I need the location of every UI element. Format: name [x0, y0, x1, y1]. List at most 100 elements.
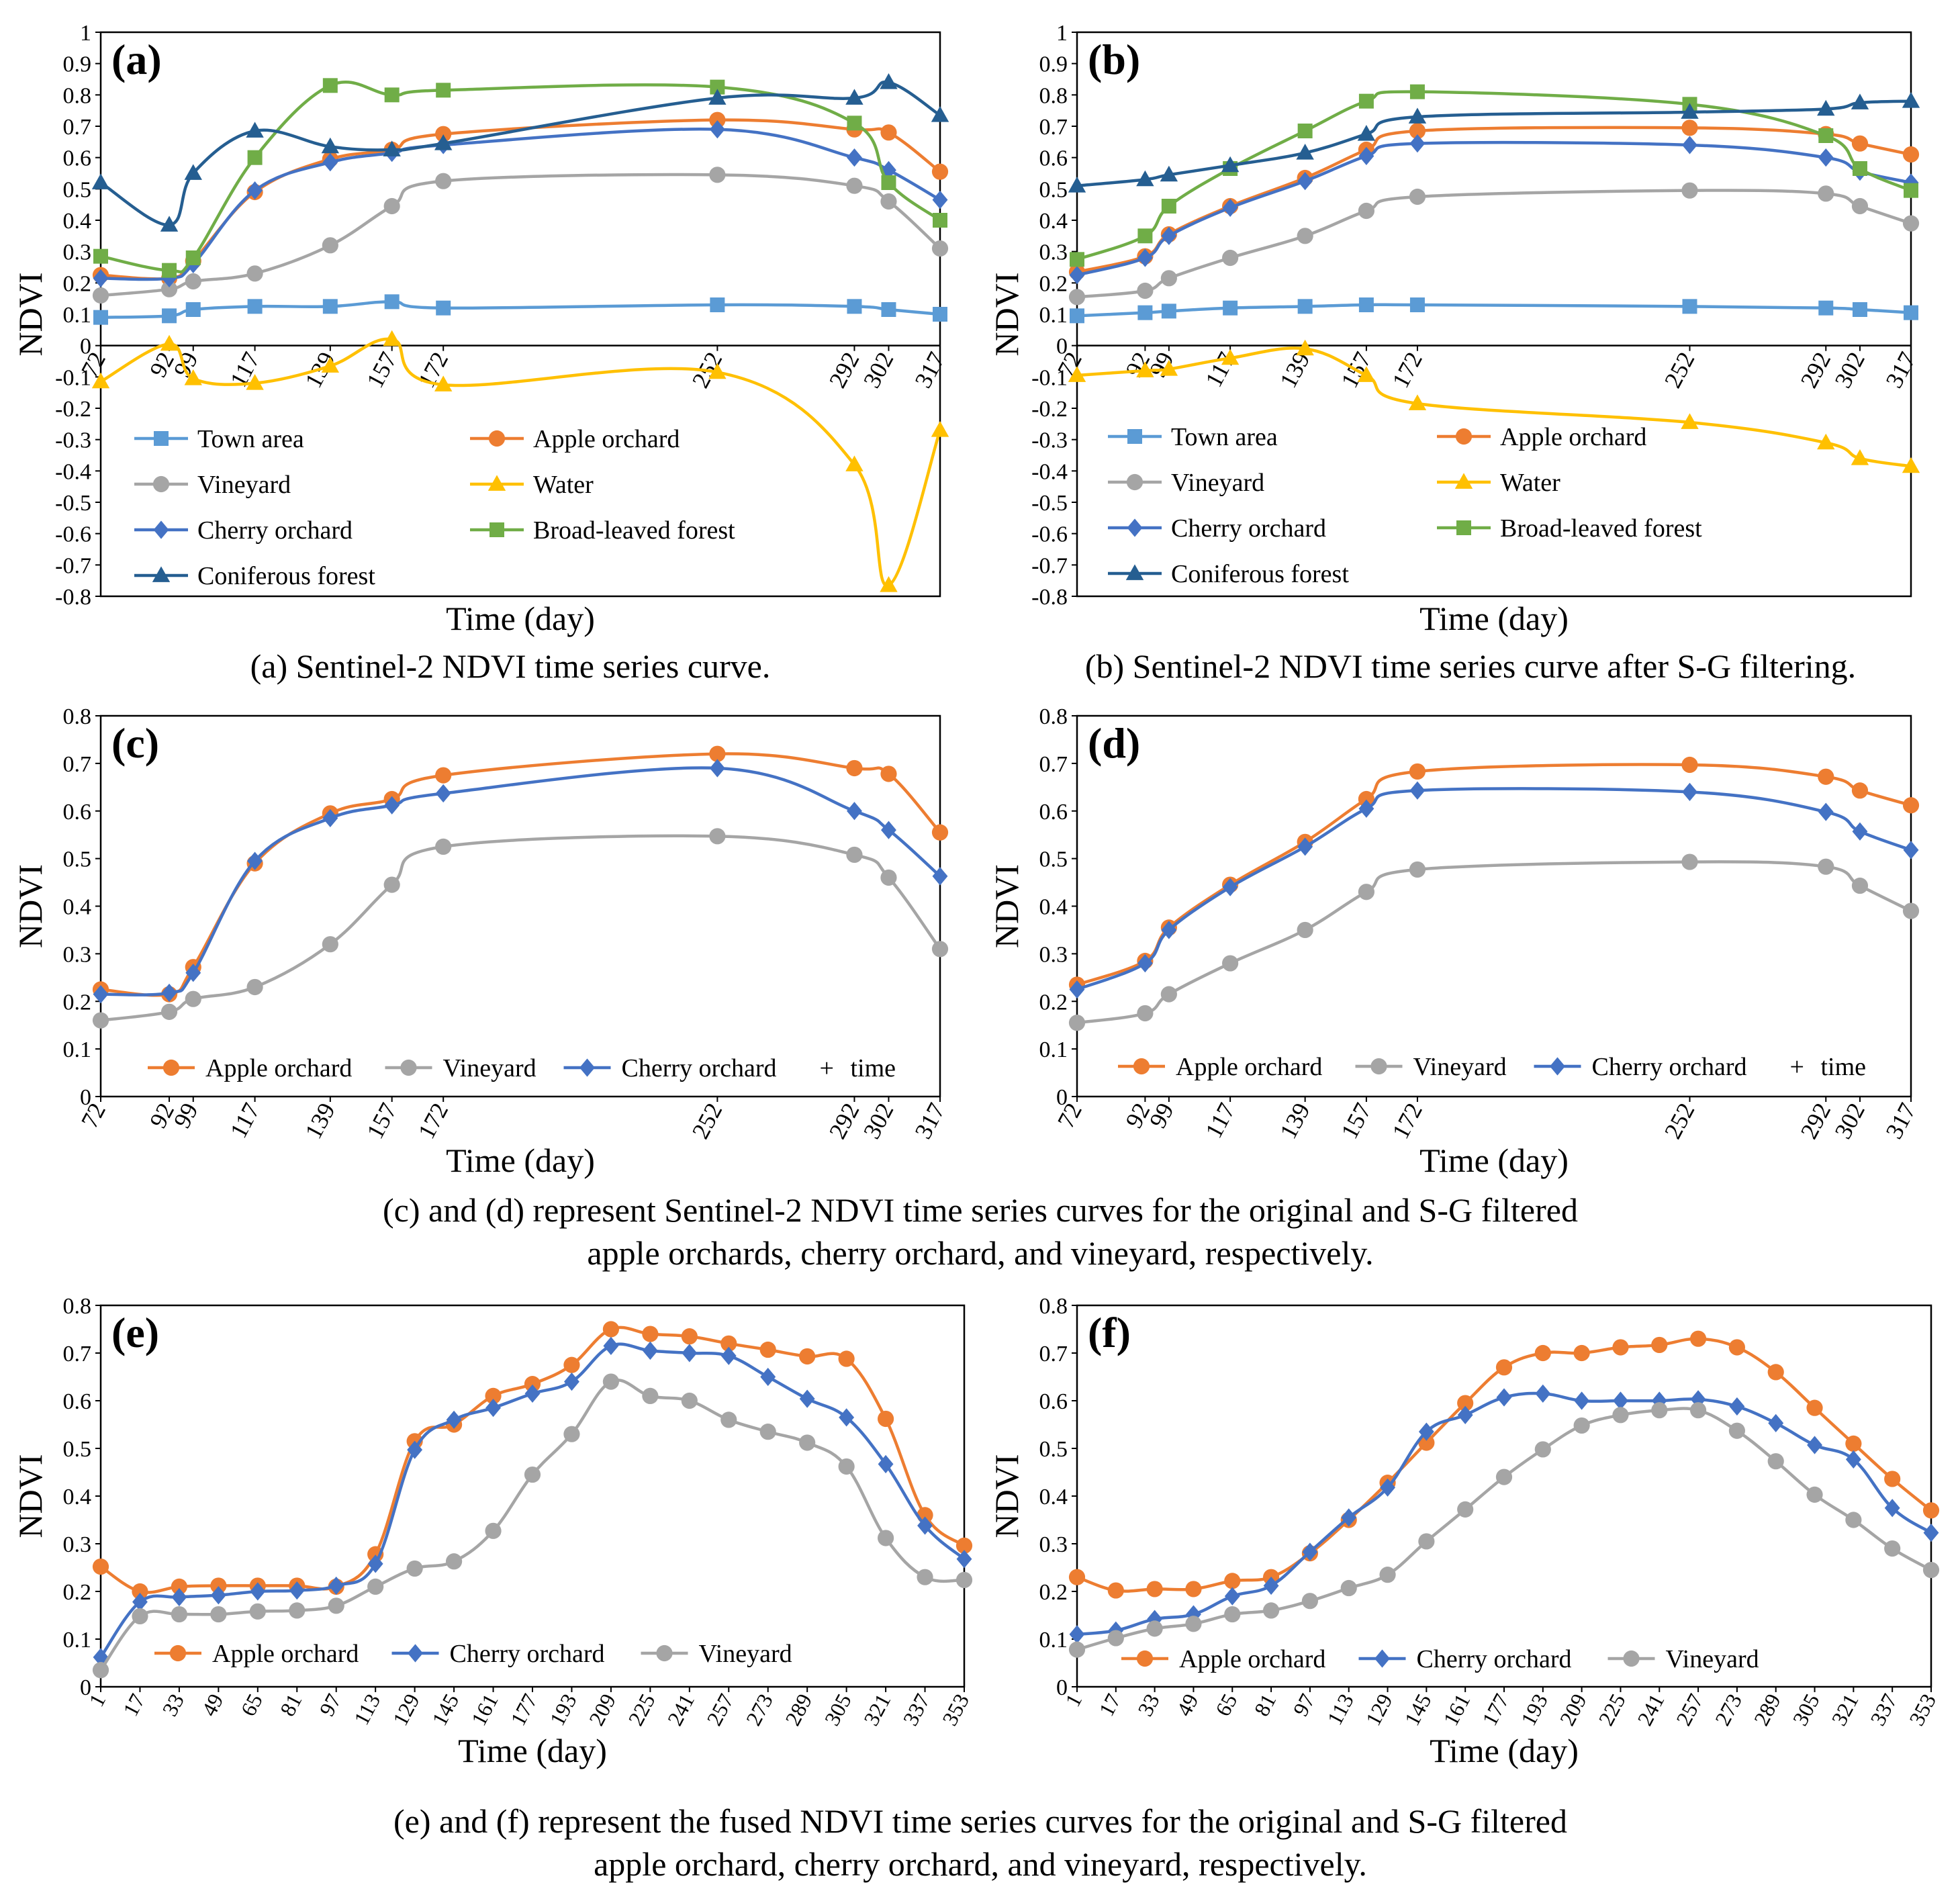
series-line-cherry [1075, 140, 1913, 277]
data-point-vineyard [846, 846, 863, 864]
data-point-apple [931, 163, 949, 180]
data-point-cherry [1297, 172, 1313, 191]
x-tick-label: 65 [236, 1689, 267, 1720]
legend-marker-apple [162, 1059, 180, 1076]
caption-a-text: (a) Sentinel-2 NDVI time series curve. [250, 647, 771, 685]
x-tick-label: 33 [1133, 1689, 1164, 1720]
legend-label: Water [533, 471, 594, 499]
data-point-apple [1681, 120, 1698, 136]
data-point-vineyard [1818, 858, 1834, 875]
data-point-town [185, 302, 201, 317]
x-tick-label: 241 [1632, 1689, 1669, 1729]
data-point-conifer [1851, 93, 1869, 109]
data-point-vineyard [1902, 902, 1920, 919]
data-point-water [1136, 361, 1154, 377]
data-point-conifer [1902, 92, 1920, 108]
y-tick-label: 0.3 [1039, 942, 1068, 967]
data-point-vineyard [1301, 1593, 1319, 1610]
data-point-apple [435, 126, 452, 142]
data-point-town [1682, 299, 1697, 314]
data-point-vineyard [602, 1373, 620, 1390]
data-point-vineyard [92, 287, 109, 304]
data-point-conifer [1296, 144, 1314, 160]
data-point-apple [1681, 756, 1698, 774]
y-axis-title: NDVI [988, 273, 1025, 357]
series-line-vineyard [99, 1379, 966, 1672]
data-point-cherry [682, 1344, 698, 1362]
series-line-apple [1075, 1337, 1933, 1593]
data-point-water [91, 372, 110, 389]
x-tick-label: 161 [466, 1689, 502, 1729]
data-point-vineyard [1222, 249, 1239, 267]
x-tick-label: 172 [1387, 348, 1428, 392]
data-point-apple [485, 1387, 502, 1404]
legend-marker-apple [488, 430, 506, 447]
data-point-water [1817, 433, 1835, 450]
data-point-vineyard [383, 197, 400, 215]
series-line-cherry [1075, 1391, 1933, 1636]
data-point-vineyard [1224, 1606, 1241, 1623]
y-tick-label: -0.2 [55, 397, 91, 422]
series-line-vineyard [1075, 189, 1913, 299]
data-point-cherry [1409, 134, 1426, 153]
data-point-conifer [1817, 99, 1835, 116]
data-point-town [1070, 308, 1084, 324]
x-tick-label: 337 [898, 1689, 934, 1729]
y-tick-label: 0.4 [1039, 209, 1068, 234]
plot-frame [99, 31, 941, 598]
y-axis-title: NDVI [988, 864, 1025, 948]
data-point-vineyard [1358, 202, 1374, 220]
data-point-apple [1534, 1344, 1551, 1362]
y-tick-label: 0.1 [1039, 1037, 1068, 1062]
data-point-apple [642, 1326, 659, 1342]
x-tick-label: 321 [859, 1689, 895, 1729]
legend-marker-cherry [1127, 518, 1143, 537]
data-point-cherry [446, 1410, 462, 1430]
data-point-vineyard [1845, 1512, 1862, 1528]
data-point-vineyard [720, 1411, 737, 1428]
data-point-vineyard [1137, 1005, 1154, 1022]
data-point-vineyard [1160, 986, 1177, 1003]
data-point-vineyard [289, 1602, 306, 1619]
data-point-broadleaf [162, 263, 177, 278]
data-point-cherry [1137, 954, 1153, 973]
data-point-vineyard [1379, 1567, 1396, 1583]
y-tick-label: -0.3 [1031, 428, 1068, 453]
data-point-cherry [847, 802, 862, 821]
data-point-broadleaf [1852, 161, 1867, 176]
legend-label: Town area [1171, 423, 1278, 451]
x-tick-label: 157 [361, 348, 402, 392]
y-tick-label: 0.8 [1039, 704, 1068, 729]
data-point-cherry [250, 1582, 266, 1601]
x-tick-label: 302 [1829, 348, 1870, 392]
data-point-town [1904, 305, 1918, 320]
legend-label: Apple orchard [533, 425, 680, 453]
legend: Town area Apple orchard Vineyard Water Cherr… [134, 425, 735, 590]
x-tick-label: 113 [1322, 1689, 1358, 1728]
x-axis-title: Time (day) [458, 1732, 607, 1769]
series-line-apple [99, 1326, 966, 1594]
data-point-town [247, 299, 263, 314]
data-point-vineyard [328, 1597, 344, 1614]
data-point-cherry [1297, 837, 1313, 856]
data-point-town [1223, 300, 1238, 316]
x-tick-label: 113 [349, 1689, 385, 1728]
data-point-cherry [524, 1384, 541, 1403]
data-point-water [321, 357, 340, 373]
x-tick-label: 161 [1438, 1689, 1475, 1729]
data-point-vineyard [132, 1608, 148, 1625]
data-point-apple [1884, 1471, 1901, 1487]
data-point-cherry [161, 983, 177, 1003]
data-point-cherry [1535, 1384, 1551, 1403]
data-point-vineyard [1884, 1540, 1901, 1557]
panel-label: (d) [1088, 719, 1140, 767]
data-point-vineyard [1107, 1630, 1124, 1646]
data-point-vineyard [1358, 884, 1374, 900]
data-point-cherry [1818, 148, 1834, 167]
legend-marker-vineyard [1623, 1650, 1640, 1667]
data-point-vineyard [246, 265, 263, 282]
y-tick-label: -0.5 [1031, 491, 1068, 516]
y-axis-title: NDVI [11, 864, 49, 948]
legend-label: Cherry orchard [622, 1054, 777, 1082]
y-tick-label: 0.9 [63, 52, 92, 77]
